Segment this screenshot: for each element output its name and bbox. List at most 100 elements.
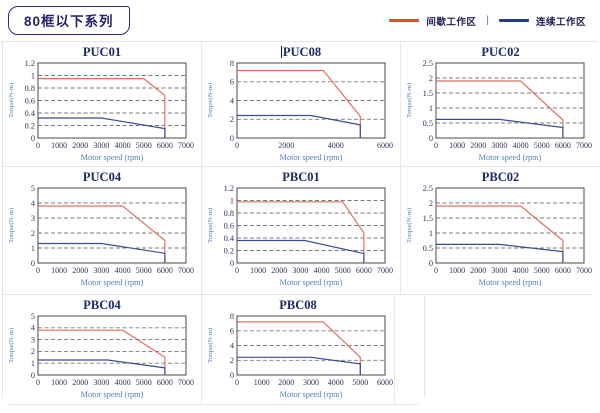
chart-title: PBC01: [202, 167, 400, 185]
svg-text:1.5: 1.5: [423, 214, 433, 223]
svg-text:4000: 4000: [314, 266, 330, 275]
chart-title: PUC02: [401, 42, 600, 60]
svg-text:2000: 2000: [278, 378, 294, 387]
svg-text:4000: 4000: [115, 266, 131, 275]
blue-line-swatch: [498, 19, 529, 22]
legend-label: 连续工作区: [535, 16, 586, 28]
svg-text:1000: 1000: [449, 141, 465, 150]
svg-text:Motor speed (rpm): Motor speed (rpm): [479, 153, 542, 162]
chart-cell-pbc02: PBC02 0 0.5 1 1.5 2 2.5 0 1000 2000 3000 4000 5000 6…: [401, 167, 600, 294]
svg-text:0: 0: [429, 134, 433, 143]
svg-text:2.5: 2.5: [423, 60, 433, 68]
svg-text:6000: 6000: [157, 266, 173, 275]
svg-text:5: 5: [31, 313, 35, 321]
svg-text:Motor speed (rpm): Motor speed (rpm): [81, 390, 144, 399]
svg-text:4: 4: [230, 96, 235, 105]
svg-text:5000: 5000: [534, 141, 550, 150]
svg-text:2: 2: [31, 347, 35, 356]
svg-text:0: 0: [235, 378, 239, 387]
chart-title: PUC04: [3, 167, 201, 185]
svg-text:1: 1: [429, 229, 433, 238]
svg-text:0.4: 0.4: [224, 234, 235, 243]
svg-text:1: 1: [429, 104, 433, 113]
svg-text:0: 0: [230, 134, 234, 143]
svg-text:5000: 5000: [136, 378, 152, 387]
chart-title: PUC08: [202, 42, 400, 60]
svg-text:1000: 1000: [449, 266, 465, 275]
chart-title: PBC02: [401, 167, 600, 185]
svg-text:Torque(N-m): Torque(N-m): [406, 83, 413, 118]
chart-title-text: PUC02: [481, 45, 520, 59]
svg-text:0: 0: [36, 266, 40, 275]
svg-text:7000: 7000: [576, 266, 592, 275]
svg-text:7000: 7000: [178, 378, 194, 387]
svg-text:Torque(N-m): Torque(N-m): [207, 328, 214, 363]
torque-speed-plot: 0 0.2 0.4 0.6 0.8 1 1.2 0 1000 2000 3000 4000 5000 60…: [207, 185, 393, 287]
svg-text:3: 3: [31, 335, 35, 344]
svg-text:8: 8: [230, 313, 234, 321]
chart-title-text: PUC04: [82, 170, 122, 184]
svg-text:0.2: 0.2: [25, 121, 35, 130]
svg-text:0: 0: [235, 266, 239, 275]
svg-text:2000: 2000: [72, 141, 88, 150]
svg-text:0: 0: [230, 259, 234, 268]
svg-text:3000: 3000: [303, 378, 319, 387]
svg-text:Torque(N-m): Torque(N-m): [8, 83, 15, 118]
svg-text:0.6: 0.6: [224, 221, 234, 230]
chart-title-text: PBC04: [83, 298, 121, 312]
svg-text:0.4: 0.4: [25, 109, 36, 118]
svg-text:1: 1: [31, 71, 35, 80]
svg-text:Torque(N-m): Torque(N-m): [207, 83, 214, 118]
legend-separator: |: [486, 15, 489, 26]
svg-text:1000: 1000: [51, 378, 67, 387]
svg-text:8: 8: [230, 60, 234, 68]
svg-text:3: 3: [31, 214, 35, 223]
svg-text:3000: 3000: [491, 266, 507, 275]
svg-text:4000: 4000: [115, 378, 131, 387]
svg-text:1: 1: [230, 196, 234, 205]
svg-text:Torque(N-m): Torque(N-m): [207, 208, 214, 243]
svg-text:7000: 7000: [178, 141, 194, 150]
svg-text:1000: 1000: [250, 266, 266, 275]
svg-text:6000: 6000: [377, 378, 393, 387]
svg-text:0: 0: [429, 259, 433, 268]
svg-text:0: 0: [36, 141, 40, 150]
svg-text:4: 4: [31, 199, 36, 208]
chart-title: PBC08: [202, 295, 394, 313]
svg-text:4000: 4000: [328, 141, 344, 150]
svg-text:0.8: 0.8: [224, 209, 234, 218]
header: 80框以下系列 间歇工作区 | 连续工作区: [0, 0, 600, 41]
legend-item-intermittent: 间歇工作区: [389, 14, 476, 28]
svg-text:1.2: 1.2: [224, 185, 234, 193]
chart-title-text: PUC08: [282, 45, 322, 59]
torque-speed-plot: 0 2 4 6 8 0 1000 2000 3000 4000 5000 6000 Torque(N-m…: [207, 313, 393, 399]
svg-text:2.5: 2.5: [423, 185, 433, 193]
svg-text:0.5: 0.5: [423, 244, 433, 253]
svg-text:5000: 5000: [335, 266, 351, 275]
svg-text:0.5: 0.5: [423, 119, 433, 128]
svg-text:5000: 5000: [136, 266, 152, 275]
svg-text:7000: 7000: [377, 266, 393, 275]
svg-text:3000: 3000: [93, 378, 109, 387]
chart-cell-pbc04: PBC04 0 1 2 3 4 5 0 1000 2000 3000 4000 5000 6000 700…: [3, 295, 202, 404]
svg-text:6: 6: [230, 78, 234, 87]
svg-text:2: 2: [429, 74, 433, 83]
svg-text:2: 2: [31, 229, 35, 238]
chart-cell-puc04: PUC04 0 1 2 3 4 5 0 1000 2000 3000 4000 5000 6000 700…: [3, 167, 202, 294]
svg-text:3000: 3000: [292, 266, 308, 275]
svg-text:0.2: 0.2: [224, 246, 234, 255]
svg-text:1.2: 1.2: [25, 60, 35, 68]
svg-text:2000: 2000: [271, 266, 287, 275]
svg-text:4000: 4000: [513, 266, 529, 275]
svg-text:1: 1: [31, 359, 35, 368]
torque-speed-plot: 0 0.5 1 1.5 2 2.5 0 1000 2000 3000 4000 5000 6000 700…: [406, 60, 592, 162]
chart-cell-puc02: PUC02 0 0.5 1 1.5 2 2.5 0 1000 2000 3000 4000 5000 6…: [401, 42, 600, 167]
chart-grid-top: PUC01 0 0.2 0.4 0.6 0.8 1 1.2 0 1000 2000 3000 4000…: [2, 41, 600, 295]
svg-text:1000: 1000: [254, 378, 270, 387]
svg-text:4: 4: [31, 324, 36, 333]
torque-speed-plot: 0 2 4 6 8 0 2000 4000 6000 Torque(N-m) Motor speed…: [207, 60, 393, 162]
svg-text:0.8: 0.8: [25, 84, 35, 93]
svg-text:Motor speed (rpm): Motor speed (rpm): [280, 153, 343, 162]
svg-text:Motor speed (rpm): Motor speed (rpm): [81, 278, 144, 287]
